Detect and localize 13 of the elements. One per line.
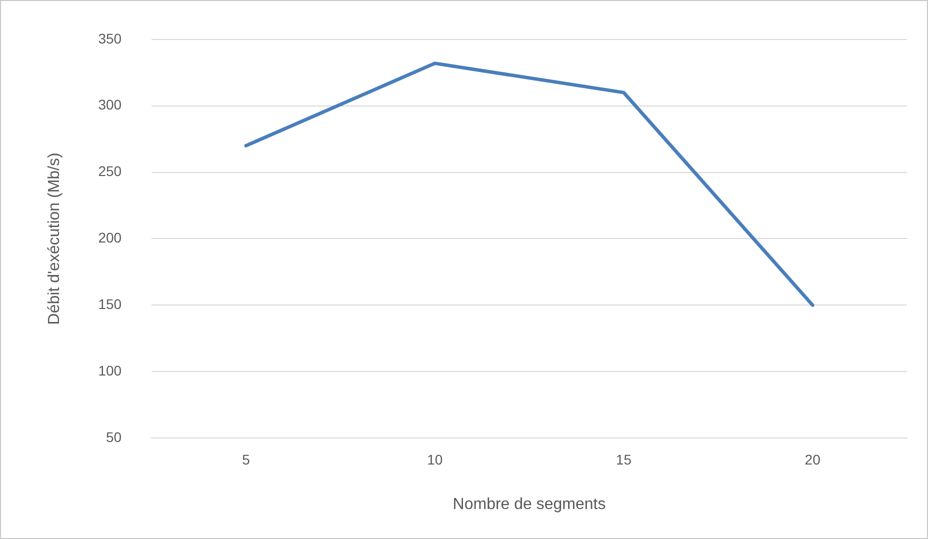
y-tick-label: 150 (98, 296, 122, 312)
x-tick-label: 20 (804, 451, 821, 468)
x-tick-label: 5 (242, 451, 250, 468)
x-tick-label: 10 (427, 451, 443, 468)
y-tick-label: 50 (106, 428, 122, 445)
x-axis-title: Nombre de segments (452, 496, 606, 513)
y-tick-label: 100 (98, 362, 122, 378)
y-tick-label: 300 (98, 96, 122, 113)
y-tick-label: 250 (98, 163, 122, 180)
y-tick-label: 200 (98, 230, 122, 246)
y-tick-label: 350 (98, 30, 122, 46)
y-axis-title: Débit d'exécution (Mb/s) (46, 152, 64, 325)
x-tick-label: 15 (616, 451, 632, 468)
